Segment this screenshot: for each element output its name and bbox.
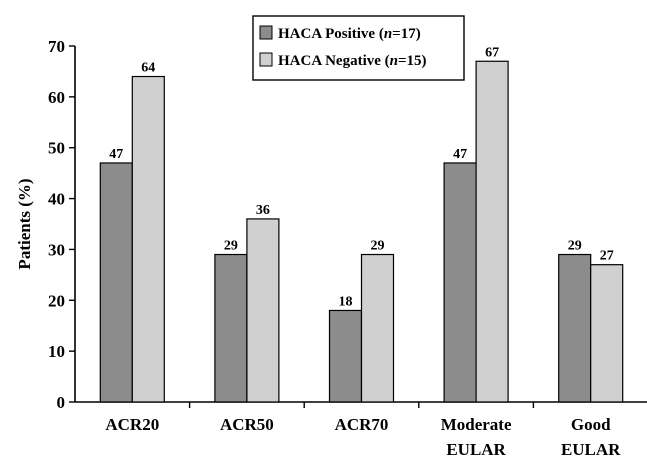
- legend-swatch: [259, 25, 273, 40]
- x-category-label: EULAR: [446, 440, 506, 459]
- bar-positive: [558, 253, 592, 403]
- x-category-label: Moderate: [441, 415, 512, 434]
- bar-negative: [131, 75, 165, 403]
- y-axis-label: Patients (%): [15, 178, 34, 269]
- y-tick-label: 10: [48, 342, 65, 361]
- bar-negative: [246, 218, 280, 403]
- x-category-label: ACR50: [220, 415, 274, 434]
- x-category-label: ACR20: [105, 415, 159, 434]
- bar-negative: [475, 60, 509, 403]
- x-category-label: Good: [571, 415, 611, 434]
- bar-positive: [328, 309, 363, 403]
- bar-negative: [590, 264, 624, 403]
- data-label: 36: [256, 203, 270, 218]
- legend: HACA Positive (n=17) HACA Negative (n=15): [252, 15, 465, 81]
- data-label: 27: [600, 249, 614, 264]
- x-category-label: ACR70: [335, 415, 389, 434]
- y-tick-label: 0: [57, 393, 66, 412]
- data-label: 67: [485, 45, 499, 60]
- data-label: 29: [568, 239, 582, 254]
- legend-box: [252, 15, 465, 81]
- y-tick-label: 70: [48, 37, 65, 56]
- y-tick-label: 30: [48, 240, 65, 259]
- legend-swatch: [259, 52, 273, 67]
- data-label: 64: [141, 61, 155, 76]
- legend-entry: HACA Positive (n=17): [278, 26, 421, 42]
- bar-negative: [360, 253, 395, 403]
- y-tick-label: 20: [48, 291, 65, 310]
- y-tick-label: 50: [48, 139, 65, 158]
- data-label: 47: [453, 147, 467, 162]
- data-label: 29: [371, 239, 385, 254]
- data-label: 47: [109, 147, 123, 162]
- plot-area: 0 10 20 30 40 50 60 70 Patients (%) 47 64 ACR20 29 36…: [15, 37, 647, 459]
- bar-positive: [99, 162, 133, 403]
- bar-positive: [443, 162, 477, 403]
- x-category-label: EULAR: [561, 440, 621, 459]
- data-label: 29: [224, 239, 238, 254]
- bar-positive: [214, 253, 248, 403]
- y-tick-label: 60: [48, 88, 65, 107]
- data-label: 18: [339, 294, 353, 309]
- y-tick-label: 40: [48, 190, 65, 209]
- legend-entry: HACA Negative (n=15): [278, 53, 427, 69]
